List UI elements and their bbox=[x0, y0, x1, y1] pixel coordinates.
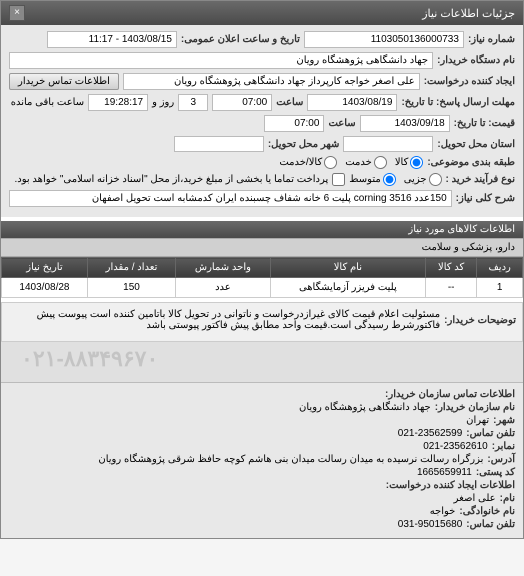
type-medium-radio[interactable] bbox=[383, 173, 396, 186]
requester-field: علی اصغر خواجه کارپرداز جهاد دانشگاهی پژ… bbox=[123, 73, 420, 90]
request-number-label: شماره نیاز: bbox=[468, 34, 515, 45]
requester-label: ایجاد کننده درخواست: bbox=[424, 76, 515, 87]
price-until-label: قیمت: تا تاریخ: bbox=[454, 118, 515, 129]
time-label-1: ساعت bbox=[276, 97, 303, 108]
main-content: شماره نیاز: 1103050136000733 تاریخ و ساع… bbox=[1, 25, 523, 217]
footer-title: اطلاعات تماس سازمان خریدار: bbox=[385, 389, 515, 400]
panel-header: جزئیات اطلاعات نیاز × bbox=[1, 1, 523, 25]
delivery-city-field bbox=[174, 136, 264, 152]
col-date: تاریخ نیاز bbox=[2, 258, 88, 278]
surname-label: نام خانوادگی: bbox=[459, 506, 515, 517]
col-unit: واحد شمارش bbox=[176, 258, 271, 278]
buyer-name-label: نام دستگاه خریدار: bbox=[437, 55, 515, 66]
name-value: علی اصغر bbox=[454, 493, 496, 504]
cell-unit: عدد bbox=[176, 278, 271, 298]
creator-title: اطلاعات ایجاد کننده درخواست: bbox=[386, 480, 515, 491]
col-name: نام کالا bbox=[270, 258, 425, 278]
col-qty: تعداد / مقدار bbox=[87, 258, 175, 278]
cell-name: پلیت فریزر آزمایشگاهی bbox=[270, 278, 425, 298]
announce-field: 1403/08/15 - 11:17 bbox=[47, 31, 177, 48]
cell-row: 1 bbox=[477, 278, 523, 298]
delivery-city-label: شهر محل تحویل: bbox=[268, 139, 340, 150]
fax-label: نمابر: bbox=[492, 441, 515, 452]
goods-table: ردیف کد کالا نام کالا واحد شمارش تعداد /… bbox=[1, 257, 523, 298]
postal-value: 1665659911 bbox=[417, 467, 472, 478]
and-label: روز و bbox=[152, 97, 174, 108]
phone-value: 021-23562599 bbox=[398, 428, 463, 439]
deadline-send-time: 07:00 bbox=[212, 94, 272, 111]
close-button[interactable]: × bbox=[9, 5, 25, 21]
class-goods-text: کالا bbox=[395, 157, 409, 168]
classification-label: طبقه بندی موضوعی: bbox=[427, 157, 515, 168]
treasury-checkbox[interactable] bbox=[332, 173, 345, 186]
type-small-radio[interactable] bbox=[429, 173, 442, 186]
contact-buyer-button[interactable]: اطلاعات تماس خریدار bbox=[9, 73, 119, 90]
deadline-send-label: مهلت ارسال پاسخ: تا تاریخ: bbox=[401, 97, 515, 108]
buyer-name-field: جهاد دانشگاهی پژوهشگاه رویان bbox=[9, 52, 433, 69]
city-label: شهر: bbox=[493, 415, 515, 426]
purchase-type-label: نوع فرآیند خرید : bbox=[446, 174, 515, 185]
announce-label: تاریخ و ساعت اعلان عمومی: bbox=[181, 34, 300, 45]
city-value: تهران bbox=[466, 415, 489, 426]
time-label-2: ساعت bbox=[328, 118, 355, 129]
class-service-text: خدمت bbox=[345, 157, 372, 168]
address-label: آدرس: bbox=[487, 454, 515, 465]
class-both-radio[interactable] bbox=[324, 156, 337, 169]
buyer-notes-box: توضیحات خریدار: مسئولیت اعلام قیمت کالای… bbox=[1, 302, 523, 342]
remaining-label: ساعت باقی مانده bbox=[11, 97, 84, 108]
hours-left-field: 19:28:17 bbox=[88, 94, 148, 111]
request-number-field: 1103050136000733 bbox=[304, 31, 464, 48]
fax-value: 021-23562610 bbox=[423, 441, 488, 452]
cell-code: -- bbox=[426, 278, 477, 298]
cell-qty: 150 bbox=[87, 278, 175, 298]
goods-category: دارو، پزشکی و سلامت bbox=[1, 238, 523, 257]
desc-label: شرح کلی نیاز: bbox=[456, 193, 515, 204]
table-row: 1 -- پلیت فریزر آزمایشگاهی عدد 150 1403/… bbox=[2, 278, 523, 298]
desc-field: 150عدد corning 3516 پلیت 6 خانه شفاف چسب… bbox=[9, 190, 452, 207]
panel-title: جزئیات اطلاعات نیاز bbox=[422, 7, 515, 20]
notes-label: توضیحات خریدار: bbox=[444, 315, 516, 326]
address-value: بزرگراه رسالت نرسیده به میدان رسالت میدا… bbox=[98, 454, 483, 465]
purchase-type-group: جزیی متوسط bbox=[349, 173, 441, 186]
price-until-date: 1403/09/18 bbox=[360, 115, 450, 132]
days-left-field: 3 bbox=[178, 94, 208, 111]
col-row: ردیف bbox=[477, 258, 523, 278]
watermark-text: ۰۲۱-۸۸۳۴۹۶۷۰ bbox=[21, 346, 158, 372]
org-label: نام سازمان خریدار: bbox=[435, 402, 515, 413]
notes-text: مسئولیت اعلام قیمت کالای غیرازدرخواست و … bbox=[8, 309, 440, 331]
watermark-area: ۰۲۱-۸۸۳۴۹۶۷۰ bbox=[1, 342, 523, 382]
deadline-send-date: 1403/08/19 bbox=[307, 94, 397, 111]
cphone-value: 031-95015680 bbox=[398, 519, 463, 530]
postal-label: کد پستی: bbox=[476, 467, 515, 478]
class-goods-radio[interactable] bbox=[410, 156, 423, 169]
details-panel: جزئیات اطلاعات نیاز × شماره نیاز: 110305… bbox=[0, 0, 524, 539]
type-small-text: جزیی bbox=[404, 174, 427, 185]
surname-value: خواجه bbox=[430, 506, 456, 517]
class-both-text: کالا/خدمت bbox=[279, 157, 322, 168]
cell-date: 1403/08/28 bbox=[2, 278, 88, 298]
type-note-text: پرداخت تماما یا بخشی از مبلغ خرید،از محل… bbox=[14, 174, 328, 185]
type-medium-text: متوسط bbox=[349, 174, 380, 185]
class-service-radio[interactable] bbox=[374, 156, 387, 169]
classification-group: کالا خدمت کالا/خدمت bbox=[279, 156, 423, 169]
phone-label: تلفن تماس: bbox=[466, 428, 515, 439]
delivery-state-label: استان محل تحویل: bbox=[437, 139, 515, 150]
name-label: نام: bbox=[500, 493, 515, 504]
goods-section-title: اطلاعات کالاهای مورد نیاز bbox=[1, 221, 523, 238]
delivery-state-field bbox=[343, 136, 433, 152]
org-value: جهاد دانشگاهی پژوهشگاه رویان bbox=[299, 402, 431, 413]
price-until-time: 07:00 bbox=[264, 115, 324, 132]
footer-info: اطلاعات تماس سازمان خریدار: نام سازمان خ… bbox=[1, 382, 523, 538]
cphone-label: تلفن تماس: bbox=[466, 519, 515, 530]
col-code: کد کالا bbox=[426, 258, 477, 278]
